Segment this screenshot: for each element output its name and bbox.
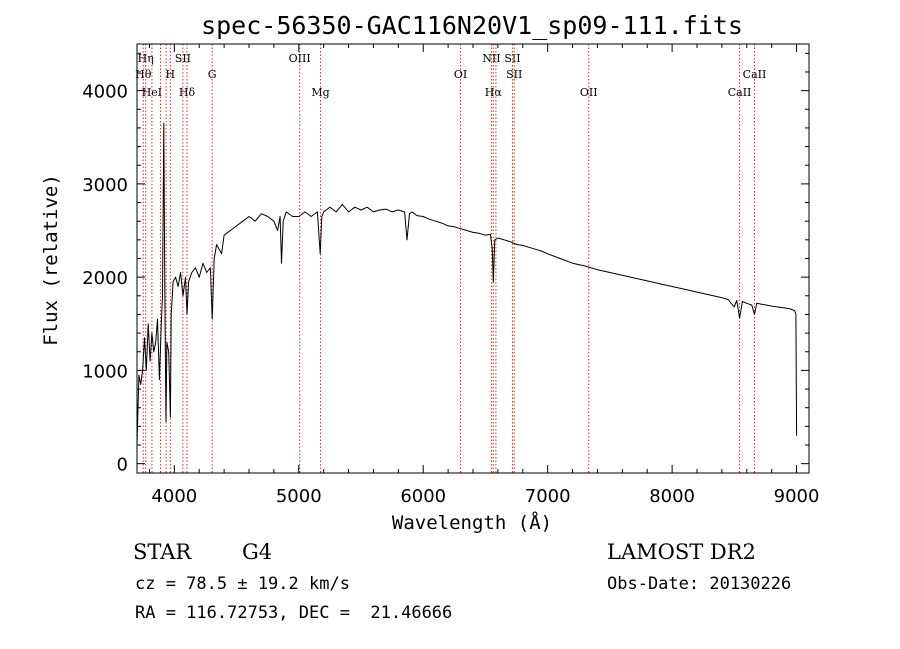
line-label-10: Mg [311, 86, 329, 99]
object-subclass: G4 [242, 540, 273, 564]
x-axis-label: Wavelength (Å) [392, 511, 552, 534]
line-label-6: SII [175, 52, 191, 65]
survey-name: LAMOST DR2 [607, 540, 756, 564]
series-line-0 [136, 122, 798, 446]
line-label-19: CaII [743, 68, 767, 81]
x-tick-label-3: 7000 [525, 486, 571, 507]
coordinates: RA = 116.72753, DEC = 21.46666 [135, 603, 453, 623]
chart-title: spec-56350-GAC116N20V1_sp09-111.fits [201, 11, 743, 40]
line-label-2: HeI [142, 86, 162, 99]
observation-date: Obs-Date: 20130226 [607, 574, 792, 594]
plot-frame [136, 43, 810, 474]
redshift-velocity: cz = 78.5 ± 19.2 km/s [135, 574, 350, 594]
line-label-16: SII [506, 68, 522, 81]
y-tick-label-0: 0 [117, 455, 128, 476]
y-tick-label-1: 1000 [82, 361, 128, 382]
line-label-12: NII [482, 52, 500, 65]
spectrum-chart: spec-56350-GAC116N20V1_sp09-111.fits Hθ H… [40, 11, 820, 534]
line-label-5: H [166, 68, 176, 81]
x-tick-label-1: 5000 [276, 486, 322, 507]
line-label-18: CaII [728, 86, 752, 99]
line-label-0: Hθ [135, 68, 152, 81]
y-tick-label-4: 4000 [82, 82, 128, 103]
x-tick-label-2: 6000 [400, 486, 446, 507]
line-label-17: OII [580, 86, 598, 99]
y-tick-label-3: 3000 [82, 175, 128, 196]
y-tick-label-2: 2000 [82, 268, 128, 289]
line-label-11: OI [454, 68, 467, 81]
x-tick-label-0: 4000 [151, 486, 197, 507]
x-tick-label-4: 8000 [649, 486, 695, 507]
x-tick-label-5: 9000 [774, 486, 820, 507]
line-label-13: Hα [485, 86, 503, 99]
y-axis: 0 1000 2000 3000 4000 [82, 52, 809, 476]
line-label-7: Hδ [179, 86, 196, 99]
line-label-9: OIII [289, 52, 311, 65]
spectrum-series [136, 122, 798, 446]
object-class: STAR [133, 540, 192, 564]
line-label-8: G [208, 68, 217, 81]
y-axis-label: Flux (relative) [40, 174, 62, 346]
line-label-1: Hη [138, 52, 154, 65]
line-label-15: SII [504, 52, 520, 65]
x-axis: 4000 5000 6000 7000 8000 9000 [148, 44, 820, 507]
